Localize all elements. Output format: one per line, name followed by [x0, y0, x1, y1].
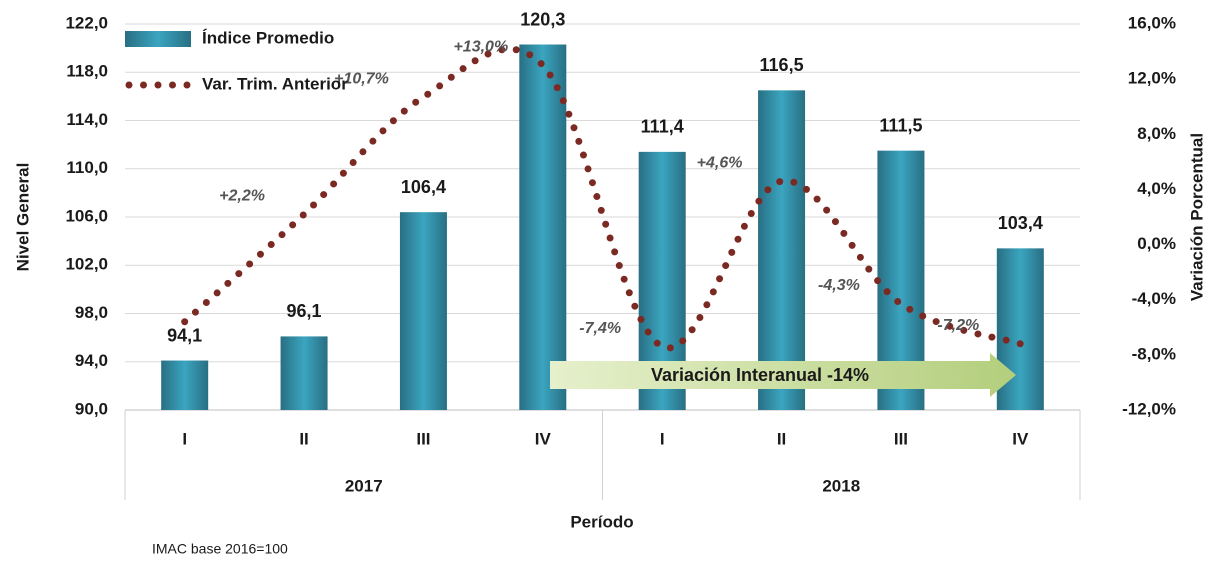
x-tick-label: I — [182, 429, 187, 448]
x-tick-label: II — [299, 429, 308, 448]
bar-value-label: 111,4 — [641, 117, 684, 137]
bar — [161, 360, 209, 410]
y-axis-title: Nivel General — [13, 163, 32, 272]
line-value-label: +4,6% — [697, 154, 743, 171]
bar — [758, 90, 806, 410]
bar-value-label: 111,5 — [879, 115, 922, 135]
y-tick-label: 114,0 — [66, 110, 108, 129]
y2-tick-label: 12,0% — [1128, 69, 1176, 88]
y2-tick-label: -4,0% — [1132, 289, 1176, 308]
x-tick-label: II — [777, 429, 786, 448]
y-tick-label: 98,0 — [75, 303, 108, 322]
y2-tick-label: 8,0% — [1137, 124, 1176, 143]
bar — [280, 336, 328, 410]
bar — [519, 44, 567, 410]
annotation-arrow — [550, 353, 1016, 397]
group-label: 2018 — [822, 476, 860, 495]
x-tick-label: IV — [535, 429, 552, 448]
y-tick-label: 122,0 — [65, 13, 108, 32]
bar — [996, 248, 1044, 410]
x-axis-title: Período — [570, 512, 633, 531]
y-tick-label: 106,0 — [65, 206, 108, 225]
line-value-label: -7,4% — [579, 320, 621, 337]
x-tick-label: IV — [1012, 429, 1029, 448]
legend-label: Índice Promedio — [202, 28, 334, 47]
legend-label: Var. Trim. Anterior — [202, 74, 348, 93]
y2-tick-label: 16,0% — [1128, 13, 1176, 32]
line-value-label: -7,2% — [937, 317, 979, 334]
y-tick-label: 110,0 — [66, 158, 108, 177]
y2-tick-label: 0,0% — [1137, 234, 1176, 253]
line — [181, 45, 1024, 352]
line-value-label: +10,7% — [334, 70, 389, 87]
bar-value-label: 96,1 — [287, 301, 322, 321]
y-tick-label: 118,0 — [66, 62, 108, 81]
bar-value-label: 106,4 — [401, 177, 446, 197]
bar-value-label: 103,4 — [998, 213, 1043, 233]
footnote: IMAC base 2016=100 — [152, 541, 288, 557]
y2-tick-label: -12,0% — [1122, 399, 1176, 418]
y2-tick-label: -8,0% — [1132, 344, 1176, 363]
annotation: Variación Interanual -14% — [651, 365, 869, 385]
x-tick-label: III — [416, 429, 430, 448]
x-tick-label: III — [894, 429, 908, 448]
line-value-label: +13,0% — [453, 39, 508, 56]
x-tick-label: I — [660, 429, 665, 448]
y-tick-label: 102,0 — [65, 255, 108, 274]
y-tick-label: 94,0 — [75, 351, 108, 370]
y2-axis-title: Variación Porcentual — [1187, 133, 1206, 301]
y2-tick-label: 4,0% — [1137, 179, 1176, 198]
bar — [399, 212, 447, 410]
bar-value-label: 94,1 — [167, 325, 202, 345]
line-value-label: -4,3% — [818, 277, 860, 294]
bar-value-label: 120,3 — [520, 9, 565, 29]
bar-value-label: 116,5 — [760, 55, 804, 75]
line-value-label: +2,2% — [219, 187, 265, 204]
group-label: 2017 — [345, 476, 383, 495]
y-tick-label: 90,0 — [75, 399, 108, 418]
legend-swatch — [125, 31, 191, 47]
